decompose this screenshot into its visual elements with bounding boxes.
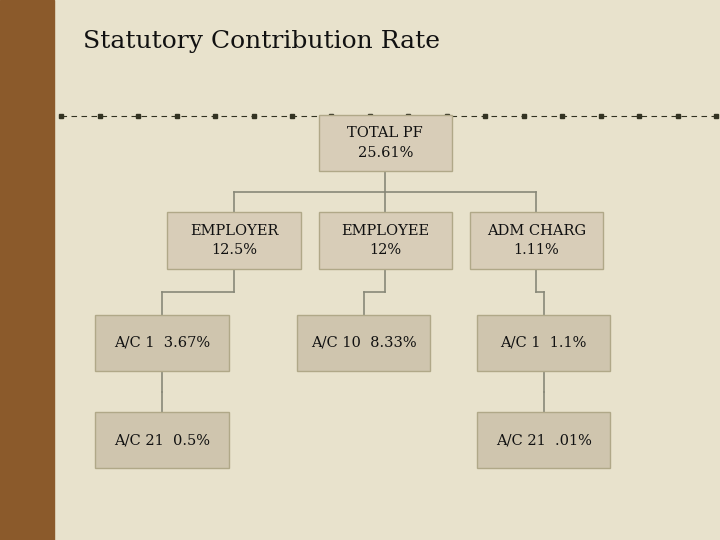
Bar bbox=[0, 0, 54, 540]
FancyBboxPatch shape bbox=[319, 212, 452, 268]
Text: A/C 21  0.5%: A/C 21 0.5% bbox=[114, 433, 210, 447]
FancyBboxPatch shape bbox=[95, 411, 229, 468]
Text: Statutory Contribution Rate: Statutory Contribution Rate bbox=[83, 30, 440, 53]
Text: A/C 1  3.67%: A/C 1 3.67% bbox=[114, 336, 210, 350]
FancyBboxPatch shape bbox=[297, 314, 430, 372]
Text: TOTAL PF
25.61%: TOTAL PF 25.61% bbox=[347, 126, 423, 160]
FancyBboxPatch shape bbox=[477, 411, 610, 468]
Text: EMPLOYEE
12%: EMPLOYEE 12% bbox=[341, 224, 429, 257]
FancyBboxPatch shape bbox=[319, 115, 452, 172]
Text: ADM CHARG
1.11%: ADM CHARG 1.11% bbox=[487, 224, 586, 257]
Text: A/C 1  1.1%: A/C 1 1.1% bbox=[500, 336, 587, 350]
FancyBboxPatch shape bbox=[469, 212, 603, 268]
Text: A/C 21  .01%: A/C 21 .01% bbox=[495, 433, 592, 447]
FancyBboxPatch shape bbox=[167, 212, 301, 268]
FancyBboxPatch shape bbox=[477, 314, 610, 372]
Text: EMPLOYER
12.5%: EMPLOYER 12.5% bbox=[190, 224, 278, 257]
FancyBboxPatch shape bbox=[95, 314, 229, 372]
Text: A/C 10  8.33%: A/C 10 8.33% bbox=[311, 336, 416, 350]
